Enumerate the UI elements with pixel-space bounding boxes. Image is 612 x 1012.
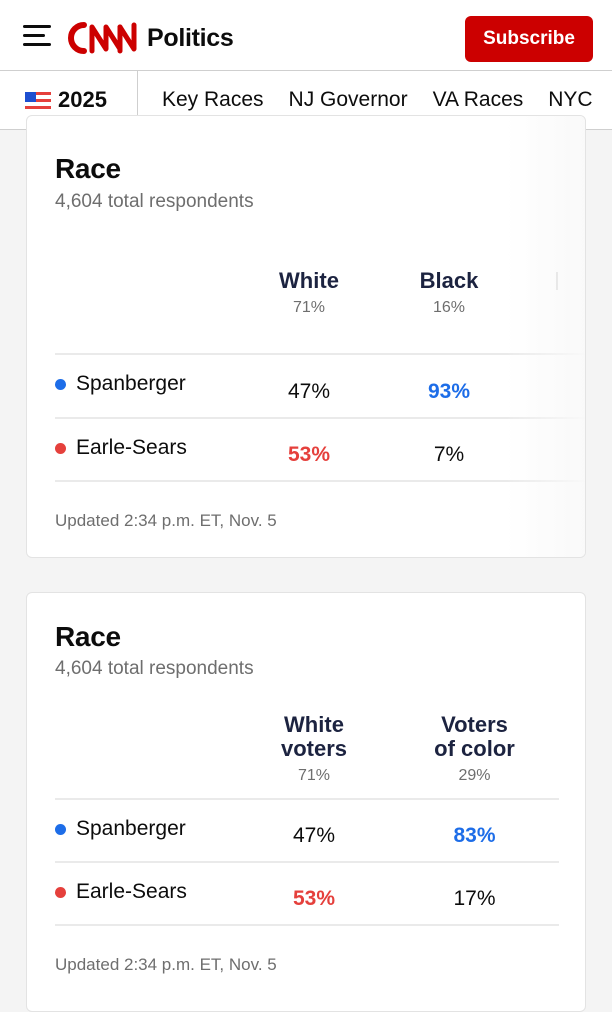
value-cell: 17% xyxy=(453,887,496,910)
row-divider xyxy=(55,798,559,800)
row-divider xyxy=(55,861,559,863)
column-share-white: 71% xyxy=(292,299,326,316)
card-title: Race xyxy=(55,153,121,184)
exit-poll-card-race-2: Race 4,604 total respondents White voters… xyxy=(26,592,586,1012)
scroll-fade xyxy=(505,116,585,557)
row-divider xyxy=(55,480,585,482)
row-divider xyxy=(55,353,585,355)
candidate-color-dot xyxy=(55,442,66,454)
cnn-logo[interactable] xyxy=(68,19,142,57)
year-selector[interactable]: 2025 xyxy=(0,71,138,129)
column-share-voters-of-color: 29% xyxy=(458,767,491,784)
nav-item-nj-governor[interactable]: NJ Governor xyxy=(288,88,408,111)
updated-timestamp: Updated 2:34 p.m. ET, Nov. 5 xyxy=(55,955,277,974)
candidate-name: Spanberger xyxy=(76,372,186,395)
candidate-row-label: Spanberger xyxy=(55,372,186,396)
value-cell-leader: 53% xyxy=(287,443,331,466)
candidate-color-dot xyxy=(55,378,66,390)
column-header-white-voters: White voters xyxy=(280,712,348,761)
column-share-black: 16% xyxy=(432,299,466,316)
respondent-count: 4,604 total respondents xyxy=(55,658,254,679)
year-label: 2025 xyxy=(58,87,107,112)
row-divider xyxy=(55,924,559,926)
candidate-row-label: Spanberger xyxy=(55,817,186,841)
exit-poll-card-race-1: Race 4,604 total respondents White 71% B… xyxy=(26,115,586,558)
candidate-name: Spanberger xyxy=(76,817,186,840)
candidate-row-label: Earle-Sears xyxy=(55,880,187,904)
column-header-white: White xyxy=(279,268,339,293)
candidate-row-label: Earle-Sears xyxy=(55,436,187,460)
top-header: Politics Subscribe xyxy=(0,0,612,71)
column-share-white-voters: 71% xyxy=(297,767,331,784)
value-cell-leader: 53% xyxy=(292,887,336,910)
value-cell-leader: 83% xyxy=(453,824,496,847)
column-header-black: Black xyxy=(419,268,479,293)
value-cell: 7% xyxy=(433,443,465,466)
candidate-color-dot xyxy=(55,886,66,898)
column-header-voters-of-color: Voters of color xyxy=(434,712,515,761)
nav-item-va-races[interactable]: VA Races xyxy=(432,88,524,111)
nav-item-key-races[interactable]: Key Races xyxy=(162,88,264,111)
candidate-name: Earle-Sears xyxy=(76,880,187,903)
updated-timestamp: Updated 2:34 p.m. ET, Nov. 5 xyxy=(55,511,277,530)
subscribe-button[interactable]: Subscribe xyxy=(465,16,593,62)
candidate-color-dot xyxy=(55,823,66,835)
respondent-count: 4,604 total respondents xyxy=(55,191,254,212)
candidate-name: Earle-Sears xyxy=(76,436,187,459)
value-cell-leader: 93% xyxy=(427,380,471,403)
us-flag-icon xyxy=(25,91,51,109)
hamburger-menu-icon[interactable] xyxy=(23,25,51,47)
value-cell: 47% xyxy=(292,824,336,847)
row-divider xyxy=(55,417,585,419)
card-title: Race xyxy=(55,621,121,652)
nav-items: Key Races NJ Governor VA Races NYC xyxy=(162,71,612,129)
value-cell: 47% xyxy=(287,380,331,403)
section-title[interactable]: Politics xyxy=(147,24,234,52)
nav-item-nyc[interactable]: NYC xyxy=(548,88,593,111)
